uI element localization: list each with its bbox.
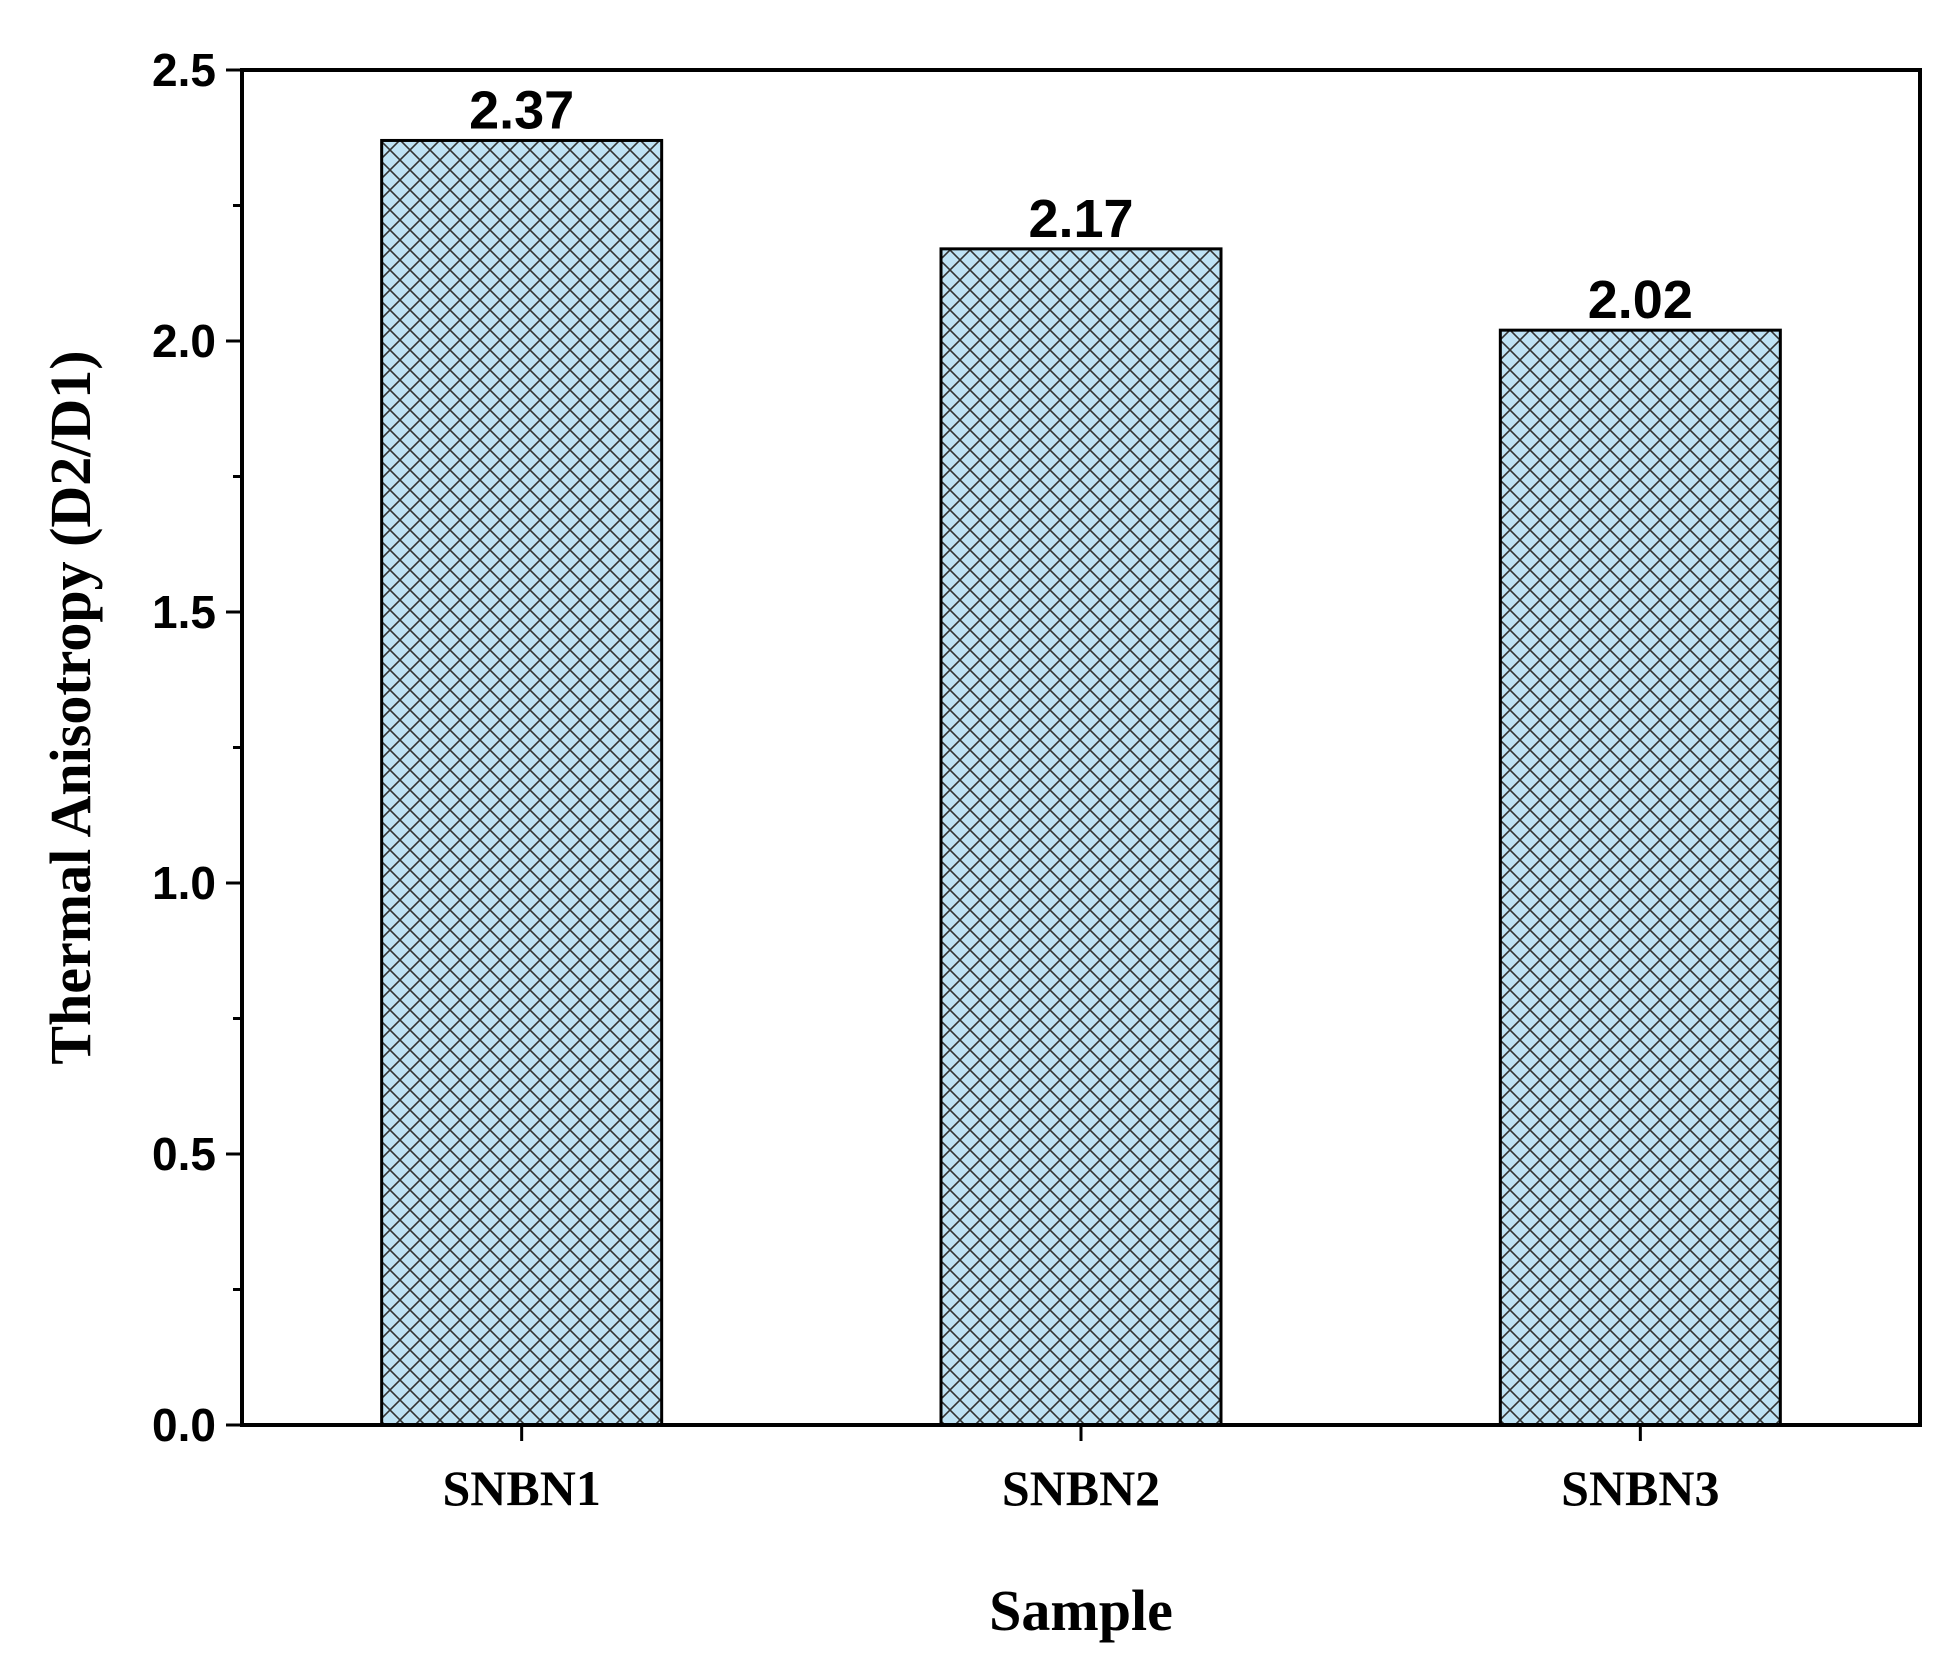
data-label-snbn1: 2.37	[469, 80, 574, 140]
y-tick-label: 1.5	[152, 586, 216, 638]
y-tick-label: 0.5	[152, 1128, 216, 1180]
y-axis-title: Thermal Anisotropy (D2/D1)	[38, 350, 103, 1064]
bar-snbn1	[380, 138, 664, 1427]
y-tick-label: 1.0	[152, 857, 216, 909]
data-labels-group: 2.37 2.17 2.02	[469, 80, 1693, 330]
bar-snbn2	[939, 247, 1223, 1427]
x-tick-label: SNBN1	[442, 1460, 600, 1516]
y-tick-label: 2.0	[152, 315, 216, 367]
x-tick-label: SNBN3	[1561, 1460, 1719, 1516]
data-label-snbn3: 2.02	[1588, 270, 1693, 330]
bar-snbn3	[1498, 328, 1782, 1427]
data-label-snbn2: 2.17	[1028, 189, 1133, 249]
y-tick-label: 2.5	[152, 44, 216, 96]
bars-group	[380, 138, 1782, 1427]
y-tick-label: 0.0	[152, 1399, 216, 1451]
axis-ticks-group: SNBN1 SNBN2 SNBN3 0.0 0.5 1.0 1.5 2.0 2.5	[152, 44, 1719, 1516]
x-tick-label: SNBN2	[1002, 1460, 1160, 1516]
x-axis-title: Sample	[989, 1578, 1173, 1643]
